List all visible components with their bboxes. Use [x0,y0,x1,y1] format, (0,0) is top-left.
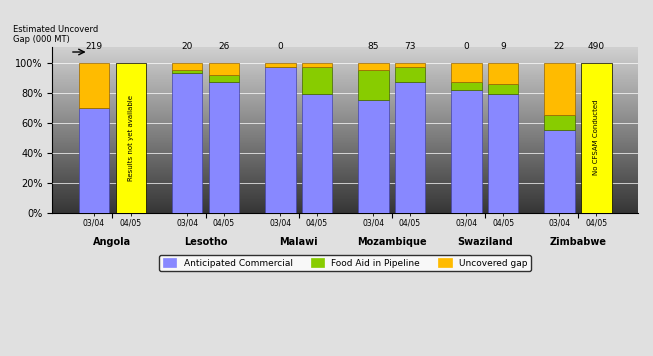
Text: No CFSAM Conducted: No CFSAM Conducted [593,100,599,176]
Text: 20: 20 [182,42,193,51]
Bar [265,67,296,213]
Bar [358,70,389,100]
Bar [208,74,239,82]
Bar [488,63,518,84]
Bar [581,63,611,213]
Bar [358,63,389,70]
Bar [172,70,202,73]
Bar [488,84,518,94]
Bar [544,130,575,213]
Bar [451,90,482,213]
Bar [394,82,425,213]
Bar [208,82,239,213]
Text: 73: 73 [404,42,416,51]
Text: 219: 219 [86,42,103,51]
Text: 9: 9 [500,42,506,51]
Bar [358,100,389,213]
Bar [208,63,239,74]
Legend: Anticipated Commercial, Food Aid in Pipeline, Uncovered gap: Anticipated Commercial, Food Aid in Pipe… [159,255,531,271]
Bar [79,108,109,213]
Bar [544,63,575,115]
Text: 22: 22 [554,42,565,51]
Text: Results not yet available: Results not yet available [128,95,134,181]
Bar [302,67,332,94]
Bar [394,63,425,67]
Bar [451,82,482,90]
Text: 26: 26 [218,42,230,51]
Bar [488,94,518,213]
Bar [265,63,296,67]
Text: Estimated Uncoverd
Gap (000 MT): Estimated Uncoverd Gap (000 MT) [13,25,99,44]
Text: 490: 490 [588,42,605,51]
Bar [172,73,202,213]
Text: 0: 0 [278,42,283,51]
Text: 0: 0 [464,42,470,51]
Bar [451,63,482,82]
Bar [394,67,425,82]
Bar [116,63,146,213]
Bar [79,63,109,108]
Text: 85: 85 [368,42,379,51]
Bar [544,115,575,130]
Bar [172,63,202,70]
Bar [302,94,332,213]
Bar [302,63,332,67]
